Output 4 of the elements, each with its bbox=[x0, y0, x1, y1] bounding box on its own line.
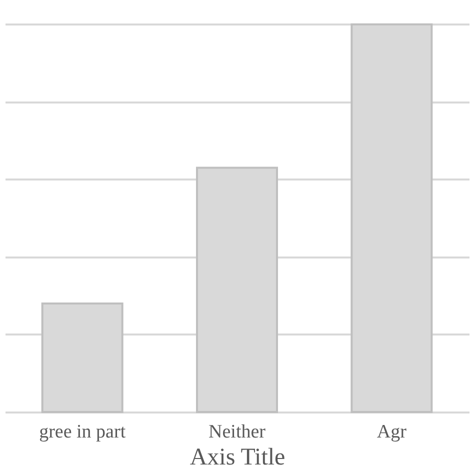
x-tick-label: gree in part bbox=[39, 422, 126, 442]
x-axis-title: Axis Title bbox=[190, 444, 286, 470]
x-tick-label: Neither bbox=[208, 422, 266, 442]
x-tick-label: Agr bbox=[376, 422, 408, 442]
